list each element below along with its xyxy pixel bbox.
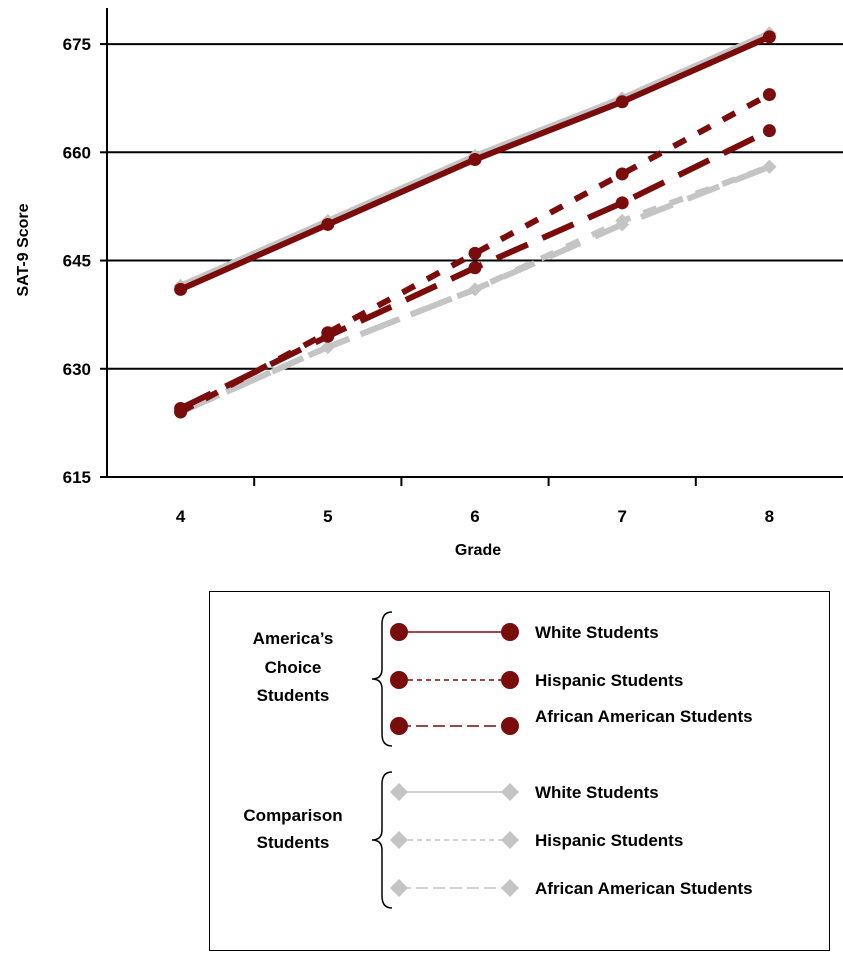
data-point xyxy=(174,401,188,415)
legend-graphic: America’s Choice Students White Students His… xyxy=(243,611,753,909)
legend-group-label: Comparison xyxy=(243,806,342,825)
x-tick-label: 7 xyxy=(617,507,626,526)
series-layer xyxy=(173,26,777,420)
legend-item: White Students xyxy=(390,783,659,802)
data-point xyxy=(762,88,776,102)
data-point xyxy=(762,30,776,44)
x-tick-label: 8 xyxy=(765,507,774,526)
legend-item-label: Hispanic Students xyxy=(535,671,683,690)
y-axis-title: SAT-9 Score xyxy=(15,203,32,296)
x-tick-label: 5 xyxy=(323,507,332,526)
legend: America’s Choice Students White Students His… xyxy=(209,591,830,951)
data-point xyxy=(321,329,335,343)
data-point xyxy=(468,153,482,167)
legend-marker xyxy=(501,717,519,735)
y-tick-label: 645 xyxy=(63,252,91,271)
legend-brace xyxy=(371,611,393,747)
data-point xyxy=(321,217,335,231)
data-point xyxy=(762,124,776,138)
legend-group-label: Students xyxy=(257,686,330,705)
x-tick-label: 6 xyxy=(470,507,479,526)
data-point xyxy=(320,340,335,355)
legend-brace xyxy=(371,771,393,909)
data-point xyxy=(468,261,482,275)
legend-marker xyxy=(501,671,519,689)
line-chart: 615 630 645 660 675 4 5 6 7 8 Grade SAT-9 Score xyxy=(15,8,843,559)
series-2 xyxy=(174,124,776,415)
x-axis-title: Grade xyxy=(455,542,501,559)
legend-marker xyxy=(501,879,519,897)
legend-marker xyxy=(390,783,408,801)
legend-item: African American Students xyxy=(390,707,753,735)
legend-item-label: African American Students xyxy=(535,879,753,898)
legend-item-label: White Students xyxy=(535,783,659,802)
data-point xyxy=(468,246,482,260)
gridlines xyxy=(107,43,843,478)
legend-marker xyxy=(501,783,519,801)
legend-group-0: America’s Choice Students White Students His… xyxy=(253,611,753,747)
legend-item: Hispanic Students xyxy=(390,671,683,690)
legend-marker xyxy=(390,623,408,641)
data-point xyxy=(615,167,629,181)
data-point xyxy=(615,95,629,109)
y-tick-label: 675 xyxy=(63,35,91,54)
legend-group-label: Students xyxy=(257,833,330,852)
data-point xyxy=(615,196,629,210)
data-point xyxy=(615,217,630,232)
legend-item-label: Hispanic Students xyxy=(535,831,683,850)
legend-item: White Students xyxy=(390,623,659,642)
legend-group-label: America’s xyxy=(253,629,334,648)
axes xyxy=(100,8,843,486)
y-tick-label: 660 xyxy=(63,143,91,162)
legend-group-1: Comparison Students White Students Hispanic… xyxy=(243,771,753,909)
data-point xyxy=(174,282,188,296)
legend-marker xyxy=(390,879,408,897)
legend-marker xyxy=(390,671,408,689)
series-0 xyxy=(174,30,776,296)
legend-item: Hispanic Students xyxy=(390,831,683,850)
legend-group-label: Choice xyxy=(265,658,322,677)
data-point xyxy=(468,282,482,297)
y-tick-label: 615 xyxy=(63,468,91,487)
legend-marker xyxy=(501,623,519,641)
series-5 xyxy=(173,159,777,420)
x-tick-labels: 4 5 6 7 8 xyxy=(176,507,774,526)
legend-item-label: African American Students xyxy=(535,707,753,726)
y-tick-label: 630 xyxy=(63,360,91,379)
legend-item-label: White Students xyxy=(535,623,659,642)
legend-marker xyxy=(390,831,408,849)
x-tick-label: 4 xyxy=(176,507,186,526)
legend-marker xyxy=(390,717,408,735)
data-point xyxy=(762,159,777,174)
y-tick-labels: 615 630 645 660 675 xyxy=(63,35,91,487)
legend-item: African American Students xyxy=(390,879,753,898)
legend-marker xyxy=(501,831,519,849)
